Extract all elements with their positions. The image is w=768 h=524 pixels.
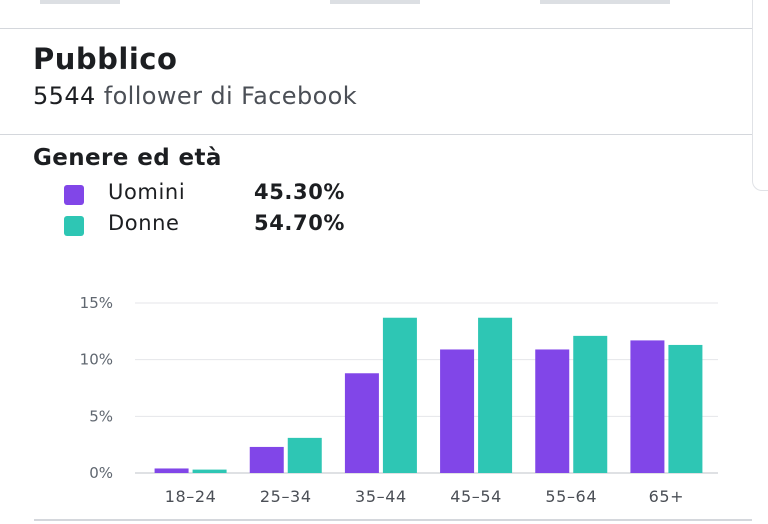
followers-count: 5544 <box>33 82 96 110</box>
section-divider <box>0 134 752 135</box>
y-tick-label: 15% <box>80 294 113 312</box>
legend-percent-women: 54.70% <box>254 211 346 235</box>
top-strip-segment <box>540 0 670 4</box>
top-divider <box>0 28 752 29</box>
top-strip-segment <box>330 0 420 4</box>
x-category-label: 55–64 <box>545 487 597 506</box>
side-panel-edge <box>752 0 768 191</box>
y-tick-label: 5% <box>89 407 113 425</box>
bar-women <box>668 344 703 473</box>
bottom-divider <box>34 519 752 521</box>
legend-swatch-women <box>64 216 84 236</box>
x-category-label: 45–54 <box>450 487 502 506</box>
bar-women <box>192 469 227 473</box>
legend-percent-men: 45.30% <box>254 180 346 204</box>
legend-swatch-men <box>64 185 84 205</box>
bar-men <box>440 349 475 473</box>
audience-title: Pubblico <box>33 42 178 76</box>
bar-women <box>382 317 417 473</box>
top-strip-segment <box>40 0 120 4</box>
top-strip <box>0 0 768 28</box>
bar-women <box>573 335 608 473</box>
bar-men <box>344 373 379 473</box>
followers-summary: 5544 follower di Facebook <box>33 82 357 110</box>
bar-women <box>478 317 513 473</box>
legend-label-women: Donne <box>108 211 180 235</box>
gender-age-title: Genere ed età <box>33 145 222 171</box>
bar-men <box>535 349 570 473</box>
bar-men <box>249 446 284 473</box>
x-category-label: 35–44 <box>355 487 407 506</box>
gender-age-bar-chart: 0% 5% 10% 15% 18–24 25–34 35–44 45–54 55–64 65+ <box>80 294 718 506</box>
x-category-label: 65+ <box>649 487 685 506</box>
x-category-label: 18–24 <box>165 487 217 506</box>
y-tick-label: 0% <box>89 464 113 482</box>
legend-label-men: Uomini <box>108 180 186 204</box>
y-tick-label: 10% <box>80 351 113 369</box>
x-category-label: 25–34 <box>260 487 312 506</box>
bar-women <box>287 437 322 473</box>
bar-men <box>154 468 189 473</box>
bar-men <box>630 340 665 473</box>
followers-label: follower di Facebook <box>103 82 358 110</box>
